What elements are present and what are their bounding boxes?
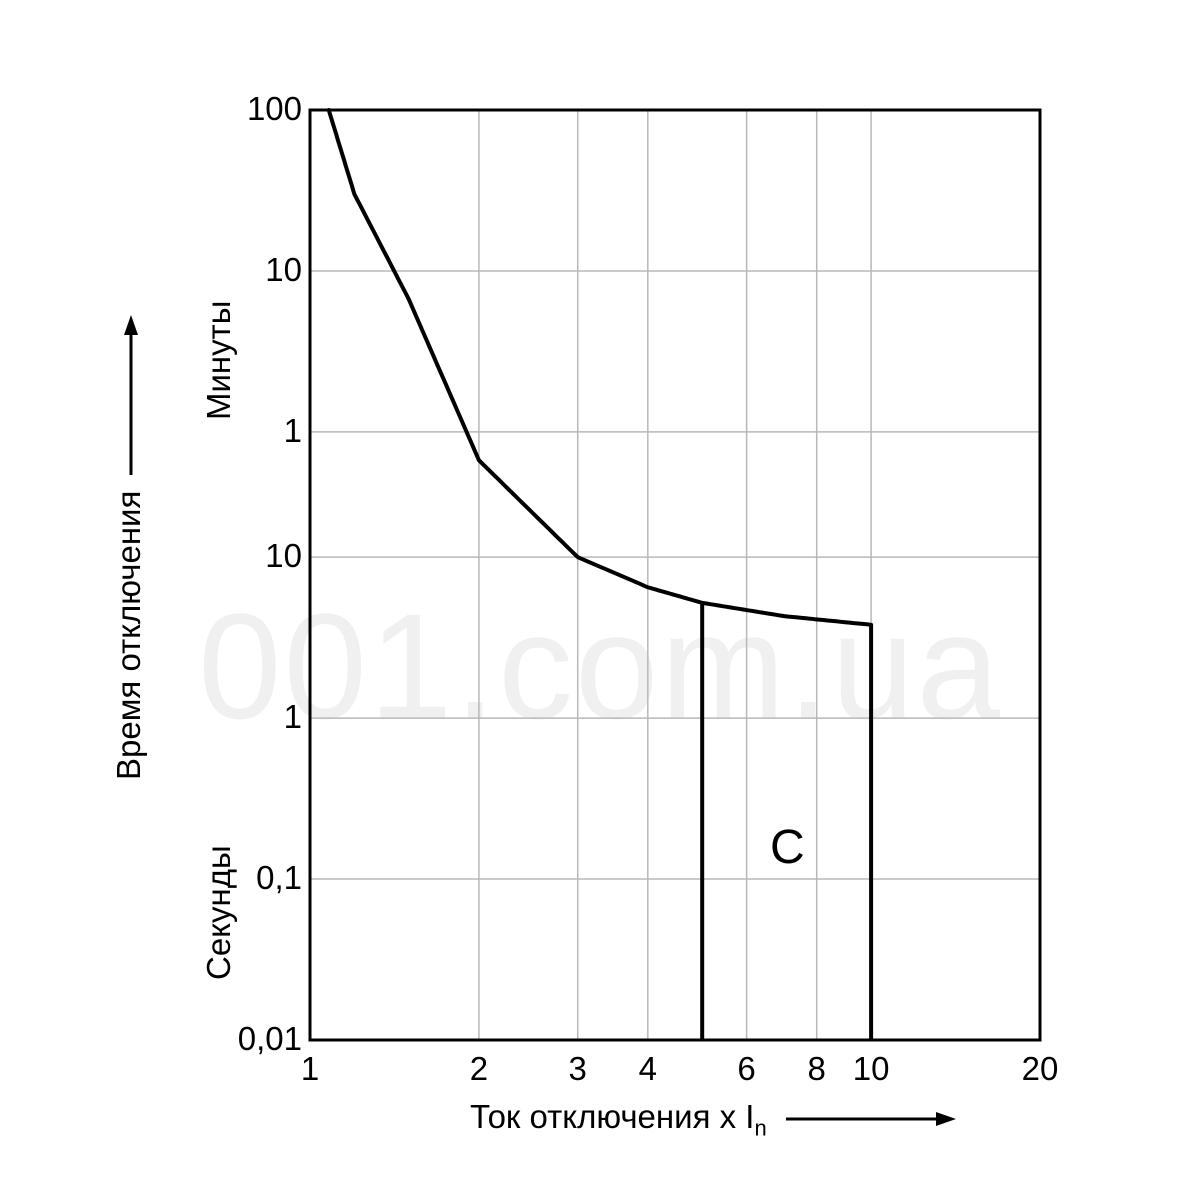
trip-curve-chart xyxy=(0,0,1200,1200)
